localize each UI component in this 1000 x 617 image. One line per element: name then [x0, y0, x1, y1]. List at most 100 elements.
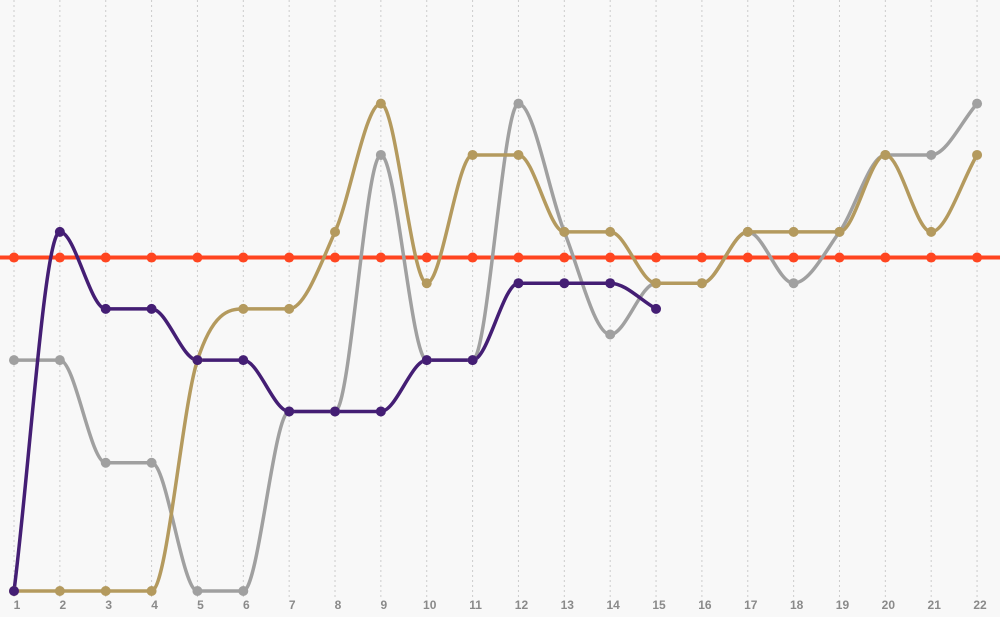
x-tick-label: 22	[973, 598, 987, 612]
x-tick-label: 17	[744, 598, 758, 612]
series-3-point	[605, 278, 616, 289]
series-1-point	[926, 149, 937, 160]
x-tick-label: 9	[381, 598, 388, 612]
series-4-point	[696, 252, 707, 263]
x-tick-label: 16	[698, 598, 712, 612]
series-3-point	[284, 406, 295, 417]
series-4-point	[926, 252, 937, 263]
x-axis: 1 2 3 4 5 6 7 8 9 10 11 12 13 14 15 16 17 18 19 20 21 22	[14, 598, 987, 612]
series-3-point	[467, 355, 478, 366]
series-3-point	[330, 406, 341, 417]
series-2-line	[12, 101, 979, 593]
series-3-point	[54, 226, 65, 237]
series-layer	[12, 101, 979, 593]
series-4-point	[742, 252, 753, 263]
x-tick-label: 8	[335, 598, 342, 612]
series-2-point	[330, 226, 341, 237]
series-4-point	[467, 252, 478, 263]
series-4-point	[559, 252, 570, 263]
x-tick-label: 10	[423, 598, 437, 612]
series-3-line	[12, 230, 658, 593]
series-3-point	[192, 355, 203, 366]
reference-line-layer	[0, 252, 1000, 263]
series-4-point	[972, 252, 983, 263]
series-3-point	[238, 355, 249, 366]
series-1-point	[788, 278, 799, 289]
series-2-point	[238, 303, 249, 314]
series-4-point	[834, 252, 845, 263]
series-3-point	[421, 355, 432, 366]
x-tick-label: 4	[151, 598, 158, 612]
x-tick-label: 19	[836, 598, 850, 612]
x-tick-label: 15	[652, 598, 666, 612]
series-3-point	[559, 278, 570, 289]
series-4-point	[421, 252, 432, 263]
x-tick-label: 14	[607, 598, 621, 612]
x-tick-label: 20	[882, 598, 896, 612]
series-3-point	[146, 303, 157, 314]
x-tick-label: 6	[243, 598, 250, 612]
series-3-point	[375, 406, 386, 417]
series-4-point	[54, 252, 65, 263]
series-2-point	[146, 586, 157, 596]
series-2-point	[421, 278, 432, 289]
series-2-point	[513, 149, 524, 160]
series-1-point	[238, 586, 249, 596]
series-2-point	[467, 149, 478, 160]
series-4-point	[880, 252, 891, 263]
x-tick-label: 12	[515, 598, 529, 612]
series-2-point	[100, 586, 111, 596]
series-4-point	[513, 252, 524, 263]
series-4-point	[605, 252, 616, 263]
series-1-point	[100, 457, 111, 468]
vertical-gridlines	[13, 0, 978, 598]
series-4-point	[330, 252, 341, 263]
series-4-point	[651, 252, 662, 263]
series-2-point	[375, 98, 386, 109]
series-1-point	[9, 355, 19, 366]
series-4-point	[238, 252, 249, 263]
x-tick-label: 13	[561, 598, 575, 612]
series-1-point	[605, 329, 616, 340]
series-2-point	[696, 278, 707, 289]
x-tick-label: 1	[14, 598, 21, 612]
x-tick-label: 11	[469, 598, 482, 612]
series-3-point	[9, 586, 19, 596]
x-tick-label: 3	[105, 598, 112, 612]
series-2-point	[559, 226, 570, 237]
x-tick-label: 21	[928, 598, 942, 612]
series-2-point	[788, 226, 799, 237]
series-3-point	[513, 278, 524, 289]
series-4-point	[375, 252, 386, 263]
series-1-point	[192, 586, 203, 596]
x-tick-label: 7	[289, 598, 296, 612]
x-tick-label: 2	[60, 598, 67, 612]
series-2-point	[284, 303, 295, 314]
series-3-point	[100, 303, 111, 314]
series-4-point	[192, 252, 203, 263]
series-2-point	[605, 226, 616, 237]
series-4-point	[9, 252, 19, 263]
series-3-point	[651, 303, 662, 314]
series-2-point	[742, 226, 753, 237]
series-1-point	[146, 457, 157, 468]
series-2-point	[834, 226, 845, 237]
series-4-point	[146, 252, 157, 263]
data-points-layer	[9, 98, 983, 596]
series-1-point	[375, 149, 386, 160]
series-1-point	[54, 355, 65, 366]
series-4-point	[100, 252, 111, 263]
series-4-point	[284, 252, 295, 263]
series-1-point	[513, 98, 524, 109]
series-2-point	[880, 149, 891, 160]
x-tick-label: 18	[790, 598, 804, 612]
series-1-point	[972, 98, 983, 109]
series-4-point	[788, 252, 799, 263]
series-2-point	[926, 226, 937, 237]
series-2-point	[972, 149, 983, 160]
series-2-point	[651, 278, 662, 289]
x-tick-label: 5	[197, 598, 204, 612]
series-1-line	[12, 101, 979, 593]
